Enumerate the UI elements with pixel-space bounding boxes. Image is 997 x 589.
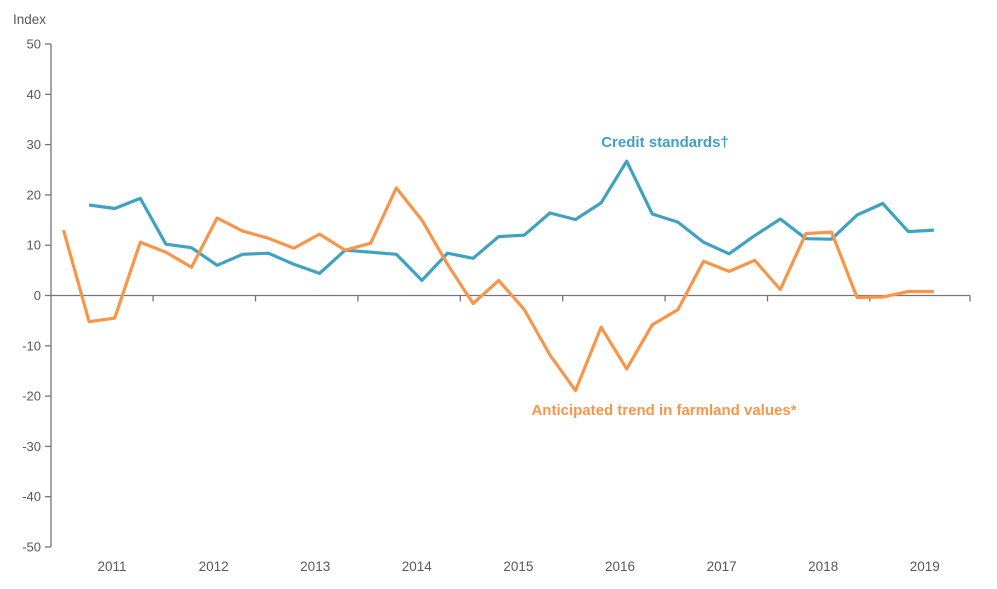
x-tick-label: 2012 (199, 559, 229, 574)
y-tick-label: 20 (27, 187, 41, 202)
y-tick-label: 30 (27, 137, 41, 152)
farmland-values-line (61, 186, 934, 393)
series-label-farmland-values: Anticipated trend in farmland values* (531, 402, 797, 419)
x-tick-label: 2019 (910, 559, 940, 574)
y-tick-label: 50 (27, 37, 41, 52)
y-tick-label: -20 (22, 389, 41, 404)
series-label-credit-standards: Credit standards† (601, 134, 729, 151)
x-tick-label: 2018 (808, 559, 838, 574)
y-tick-label: -10 (22, 338, 41, 353)
y-tick-label: 0 (34, 288, 41, 303)
x-tick-label: 2013 (300, 559, 330, 574)
x-tick-label: 2016 (605, 559, 635, 574)
y-tick-label: 10 (27, 238, 41, 253)
y-axis-title: Index (13, 12, 47, 27)
y-tick-label: -50 (22, 540, 41, 555)
y-tick-label: 40 (27, 87, 41, 102)
x-tick-label: 2017 (707, 559, 737, 574)
x-tick-label: 2015 (503, 559, 533, 574)
credit-standards-line (88, 159, 934, 282)
y-tick-label: -30 (22, 439, 41, 454)
y-tick-label: -40 (22, 489, 41, 504)
x-tick-label: 2011 (97, 559, 126, 574)
x-tick-label: 2014 (402, 559, 433, 574)
